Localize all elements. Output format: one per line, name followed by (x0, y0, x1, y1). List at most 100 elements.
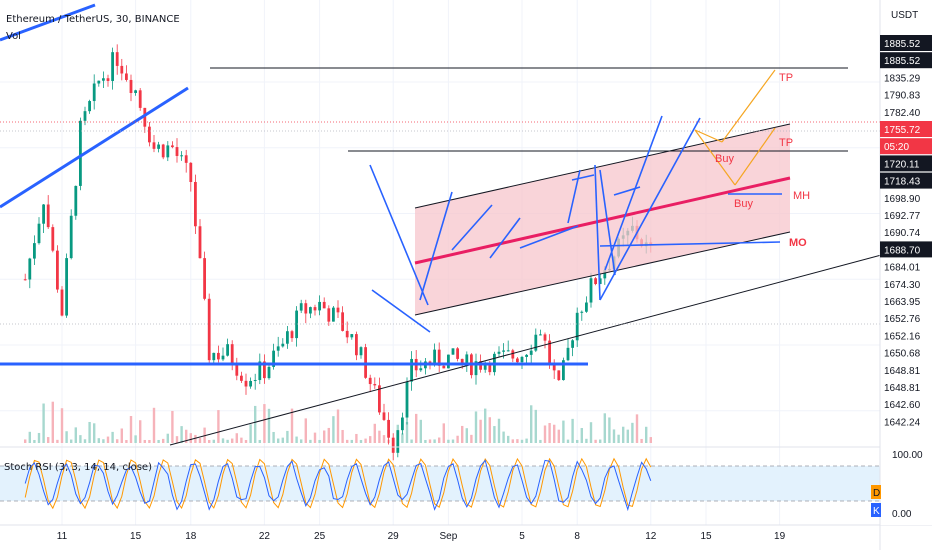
time-tick-label[interactable]: 18 (185, 531, 197, 542)
volume-bar (254, 405, 257, 443)
price-label[interactable]: 1688.70 (884, 245, 921, 256)
candle-body (543, 334, 547, 341)
time-tick-label[interactable]: 11 (57, 531, 68, 542)
candle-body (120, 65, 124, 74)
price-label[interactable]: 1835.29 (884, 73, 921, 84)
price-label[interactable]: 1663.95 (884, 297, 921, 308)
trend-line[interactable] (613, 186, 641, 196)
trend-line-left[interactable] (0, 86, 189, 209)
trend-line[interactable] (451, 204, 493, 251)
candle-body (28, 258, 32, 280)
candle-body (157, 144, 160, 149)
trend-line[interactable] (594, 164, 601, 301)
price-label[interactable]: 1690.74 (884, 228, 921, 239)
price-label[interactable]: 1720.11 (884, 159, 920, 170)
volume-bar (258, 439, 261, 443)
price-label[interactable]: 1650.68 (884, 349, 921, 360)
volume-bar (364, 438, 367, 443)
time-tick-label[interactable]: 15 (130, 531, 142, 542)
trend-line[interactable] (419, 191, 453, 301)
price-label[interactable]: 1885.52 (884, 39, 921, 50)
volume-bar (465, 428, 468, 443)
volume-bar (461, 425, 464, 443)
price-label[interactable]: 1782.40 (884, 108, 921, 119)
trend-line[interactable] (604, 115, 663, 271)
volume-bar (249, 424, 252, 443)
volume-bar (442, 423, 445, 443)
projection-arrow[interactable] (694, 129, 736, 186)
volume-bar (580, 428, 583, 443)
price-label[interactable]: 1652.76 (884, 314, 921, 325)
volume-bar (511, 439, 514, 443)
channel-bottom-line[interactable] (414, 231, 791, 316)
volume-bar (359, 439, 363, 443)
candle-body (557, 370, 561, 381)
candle-body (516, 358, 519, 363)
time-tick-label[interactable]: 5 (519, 531, 525, 542)
candle-body (525, 354, 528, 357)
time-tick-label[interactable]: 19 (774, 531, 786, 542)
price-label[interactable]: 1755.72 (884, 125, 921, 136)
volume-bar (189, 433, 192, 443)
trend-line[interactable] (599, 241, 781, 247)
candle-body (502, 350, 505, 352)
time-tick-label[interactable]: 8 (574, 531, 580, 542)
candle-body (580, 311, 584, 313)
price-label[interactable]: 1648.81 (884, 383, 921, 394)
price-label[interactable]: 1642.60 (884, 400, 921, 411)
candle-body (207, 298, 211, 361)
projection-arrow[interactable] (721, 69, 776, 143)
volume-bar (635, 414, 639, 443)
time-tick-label[interactable]: 12 (645, 531, 657, 542)
trend-line-long[interactable] (169, 253, 886, 446)
price-label[interactable]: 1790.83 (884, 91, 921, 102)
candle-body (267, 366, 271, 379)
price-label[interactable]: 1718.43 (884, 177, 921, 188)
time-tick-label[interactable]: 22 (259, 531, 271, 542)
price-label[interactable]: 1674.30 (884, 280, 921, 291)
volume-bar (649, 437, 652, 443)
volume-bar (415, 413, 418, 443)
time-tick-label[interactable]: Sep (440, 531, 458, 542)
time-tick-label[interactable]: 15 (700, 531, 712, 542)
trend-line-top-left[interactable] (0, 3, 96, 42)
price-label[interactable]: 1885.52 (884, 56, 921, 67)
trend-line[interactable] (371, 289, 431, 333)
trend-line[interactable] (599, 117, 701, 301)
label-tp-lower: TP (779, 137, 793, 149)
volume-bar (88, 421, 91, 443)
drawings[interactable]: TP TP Buy Buy MH MO (0, 3, 886, 446)
candle-body (520, 356, 524, 363)
trend-line[interactable] (489, 217, 521, 259)
channel-midline[interactable] (414, 176, 791, 265)
price-label[interactable]: 1648.81 (884, 366, 921, 377)
projection-arrow[interactable] (734, 127, 776, 186)
candle-body (79, 120, 82, 186)
trend-line[interactable] (369, 164, 429, 306)
candle-body (244, 380, 248, 387)
time-tick-label[interactable]: 29 (388, 531, 400, 542)
price-label[interactable]: 1642.24 (884, 417, 921, 428)
candle-body (571, 340, 574, 348)
trend-line[interactable] (571, 174, 595, 181)
price-label[interactable]: 1684.01 (884, 263, 921, 274)
volume-bar (571, 418, 574, 443)
price-label[interactable]: 1652.16 (884, 331, 921, 342)
projection-arrow[interactable] (694, 129, 723, 143)
trend-line[interactable] (599, 169, 616, 276)
time-tick-label[interactable]: 25 (314, 531, 326, 542)
price-axis[interactable]: USDT 1885.52 1885.52 1835.29 1790.83 1782.40 1… (871, 0, 932, 550)
volume-bar (51, 401, 54, 443)
volume-bar (369, 436, 372, 443)
price-label[interactable]: 1692.77 (884, 211, 921, 222)
candle-body (304, 303, 308, 314)
volume-bar (603, 413, 606, 443)
candle-body (46, 204, 50, 228)
price-label[interactable]: 05:20 (884, 142, 909, 153)
time-axis[interactable]: 11 15 18 22 25 29 Sep 5 8 12 15 19 (57, 531, 786, 542)
channel-top-line[interactable] (414, 123, 791, 209)
trend-line[interactable] (519, 225, 579, 249)
price-label[interactable]: 1698.90 (884, 194, 921, 205)
